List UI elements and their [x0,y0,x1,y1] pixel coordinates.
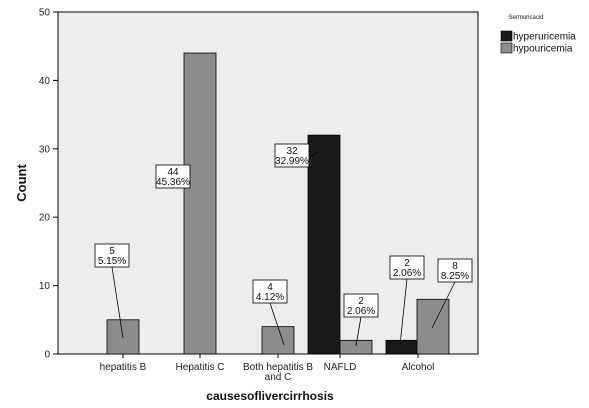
bar-hyperuricemia-nafld [307,134,341,355]
y-tick-label: 10 [39,281,51,292]
bar-hypouricemia-both-hepatitis-b-and-c [261,326,295,355]
data-label-count: 5 [109,246,115,257]
data-label-percent: 32.99% [275,156,309,167]
data-label-leader [269,302,285,346]
data-label-percent: 45.36% [156,177,190,188]
data-label-count: 4 [267,282,273,293]
data-label-count: 8 [452,261,458,272]
data-label-percent: 2.06% [347,306,375,317]
data-label-box [343,293,379,318]
x-tick-label: Alcohol [402,362,435,373]
x-tick-label: NAFLD [324,362,357,373]
data-label-count: 32 [286,146,298,157]
data-label-box [274,143,310,168]
data-label-count: 2 [404,258,410,269]
data-label-leader [431,281,456,329]
y-tick-label: 40 [39,76,51,87]
bar-hypouricemia-nafld [339,339,373,355]
legend-swatch-hypouricemia [500,42,513,54]
data-label-percent: 2.06% [393,268,421,279]
data-label-box [437,258,473,283]
x-tick-label: hepatitis B [100,362,147,373]
y-axis-title: Count [14,164,29,202]
bar-hyperuricemia-alcohol [385,339,419,355]
data-label-percent: 5.15% [98,256,126,267]
data-label-box [252,279,288,304]
x-tick-label: Both hepatitis B [243,362,313,373]
legend-label-hyperuricemia: hyperuricemia [513,32,576,43]
x-axis-title: causesoflivercirrhosis [206,389,334,403]
data-label-leader [355,316,362,347]
x-tick-label: and C [265,372,292,383]
y-tick-label: 0 [44,350,50,361]
data-label-count: 44 [167,167,179,178]
data-label-percent: 8.25% [441,271,469,282]
data-label-percent: 4.12% [256,292,284,303]
x-tick-label: Hepatitis C [176,362,225,373]
data-label-box [155,164,191,189]
data-label-count: 2 [358,296,364,307]
data-label-leader [111,266,124,339]
y-tick-label: 30 [39,144,51,155]
data-label-box [94,243,130,268]
data-label-leader [399,278,408,346]
legend-swatch-hyperuricemia [500,30,513,42]
legend-title: Sermuricacid [508,15,543,21]
y-tick-label: 20 [39,213,51,224]
y-tick-label: 50 [39,8,51,19]
data-label-box [389,255,425,280]
bar-hypouricemia-hepatitis-c [183,52,217,355]
legend-label-hypouricemia: hypouricemia [513,44,573,55]
